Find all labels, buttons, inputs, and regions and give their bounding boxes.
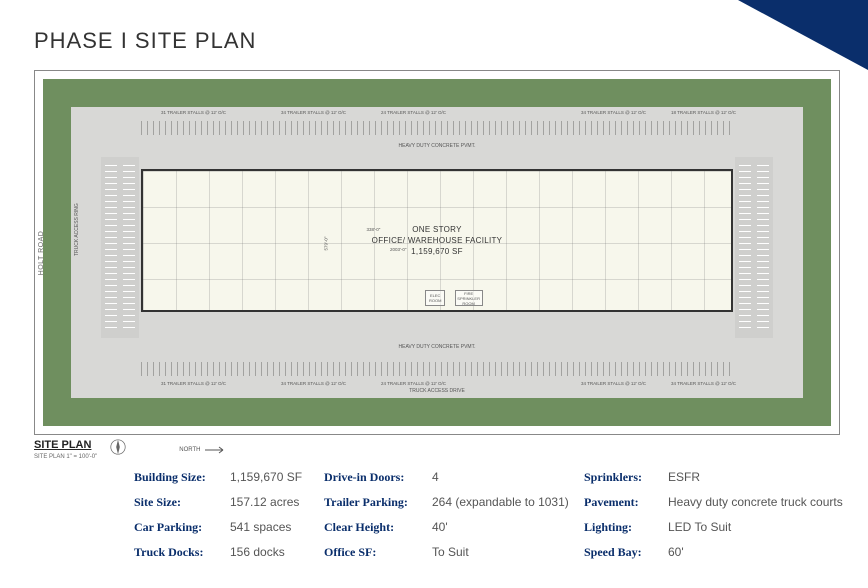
spec-label: Car Parking:	[134, 520, 222, 535]
trailer-label-bottom-4: 34 TRAILER STALLS @ 12' O/C	[581, 381, 646, 386]
building-footprint: ONE STORY OFFICE/ WAREHOUSE FACILITY 1,1…	[141, 169, 733, 312]
compass-icon	[109, 438, 127, 461]
spec-site-size: Site Size: 157.12 acres	[134, 495, 324, 510]
truck-access-drive: TRUCK ACCESS DRIVE	[409, 388, 465, 394]
trailer-label-bottom-1: 31 TRAILER STALLS @ 12' O/C	[161, 381, 226, 386]
spec-value: LED To Suit	[668, 520, 731, 534]
specs-grid: Building Size: 1,159,670 SF Drive-in Doo…	[134, 470, 848, 560]
spec-value: 40'	[432, 520, 448, 534]
site-plan-drawing: HOLT ROAD MIDPOINT ROAD 31 TRAILER STALL…	[34, 70, 840, 435]
paved-area: 31 TRAILER STALLS @ 12' O/C 34 TRAILER S…	[71, 107, 803, 398]
dim-height: 579'-0"	[324, 236, 329, 250]
trailer-stalls-bottom	[141, 362, 733, 376]
spec-drive-in-doors: Drive-in Doors: 4	[324, 470, 584, 485]
spec-label: Trailer Parking:	[324, 495, 424, 510]
spec-clear-height: Clear Height: 40'	[324, 520, 584, 535]
spec-truck-docks: Truck Docks: 156 docks	[134, 545, 324, 560]
spec-building-size: Building Size: 1,159,670 SF	[134, 470, 324, 485]
spec-label: Sprinklers:	[584, 470, 660, 485]
spec-label: Lighting:	[584, 520, 660, 535]
north-label: NORTH	[179, 447, 200, 453]
building-line2: OFFICE/ WAREHOUSE FACILITY	[372, 235, 503, 246]
spec-value: 156 docks	[230, 545, 285, 559]
trailer-label-top-1: 31 TRAILER STALLS @ 12' O/C	[161, 110, 226, 115]
spec-label: Site Size:	[134, 495, 222, 510]
trailer-label-bottom-3: 24 TRAILER STALLS @ 12' O/C	[381, 381, 446, 386]
spec-label: Speed Bay:	[584, 545, 660, 560]
building-line1: ONE STORY	[372, 224, 503, 235]
concrete-label-bottom: HEAVY DUTY CONCRETE PVMT.	[399, 344, 476, 350]
spec-trailer-parking: Trailer Parking: 264 (expandable to 1031…	[324, 495, 584, 510]
trailer-stalls-top	[141, 121, 733, 135]
spec-label: Office SF:	[324, 545, 424, 560]
spec-value: 60'	[668, 545, 684, 559]
north-arrow: NORTH	[179, 443, 228, 457]
spec-value: 541 spaces	[230, 520, 291, 534]
fire-sprinkler-room: FIRE SPRINKLER ROOM	[455, 290, 483, 306]
trailer-label-top-4: 34 TRAILER STALLS @ 12' O/C	[581, 110, 646, 115]
spec-car-parking: Car Parking: 541 spaces	[134, 520, 324, 535]
caption-scale: SITE PLAN 1" = 100'-0"	[34, 454, 97, 460]
spec-value: To Suit	[432, 545, 469, 559]
parking-east	[735, 157, 773, 338]
spec-value: Heavy duty concrete truck courts	[668, 495, 843, 509]
trailer-label-bottom-5: 34 TRAILER STALLS @ 12' O/C	[671, 381, 736, 386]
spec-label: Drive-in Doors:	[324, 470, 424, 485]
spec-value: 264 (expandable to 1031)	[432, 495, 569, 509]
spec-value: 157.12 acres	[230, 495, 299, 509]
corner-accent	[738, 0, 868, 70]
concrete-label-top: HEAVY DUTY CONCRETE PVMT.	[399, 143, 476, 149]
elec-room: ELEC ROOM	[425, 290, 445, 306]
truck-access-ring: TRUCK ACCESS RING	[74, 203, 80, 256]
spec-lighting: Lighting: LED To Suit	[584, 520, 844, 535]
spec-label: Building Size:	[134, 470, 222, 485]
spec-label: Truck Docks:	[134, 545, 222, 560]
parking-west	[101, 157, 139, 338]
spec-speed-bay: Speed Bay: 60'	[584, 545, 844, 560]
landscaping-perimeter: 31 TRAILER STALLS @ 12' O/C 34 TRAILER S…	[43, 79, 831, 426]
spec-value: ESFR	[668, 470, 700, 484]
trailer-label-top-3: 24 TRAILER STALLS @ 12' O/C	[381, 110, 446, 115]
spec-value: 1,159,670 SF	[230, 470, 302, 484]
trailer-label-bottom-2: 34 TRAILER STALLS @ 12' O/C	[281, 381, 346, 386]
spec-sprinklers: Sprinklers: ESFR	[584, 470, 844, 485]
dim-partial: 338'-0"	[366, 227, 380, 232]
page-title: PHASE I SITE PLAN	[34, 28, 256, 54]
trailer-label-top-5: 18 TRAILER STALLS @ 12' O/C	[671, 110, 736, 115]
spec-pavement: Pavement: Heavy duty concrete truck cour…	[584, 495, 844, 510]
trailer-label-top-2: 34 TRAILER STALLS @ 12' O/C	[281, 110, 346, 115]
spec-office-sf: Office SF: To Suit	[324, 545, 584, 560]
spec-value: 4	[432, 470, 439, 484]
dim-width: 2003'-0"	[390, 247, 406, 252]
caption-row: SITE PLAN SITE PLAN 1" = 100'-0" NORTH	[34, 438, 229, 461]
caption-title: SITE PLAN	[34, 439, 97, 451]
spec-label: Pavement:	[584, 495, 660, 510]
spec-label: Clear Height:	[324, 520, 424, 535]
